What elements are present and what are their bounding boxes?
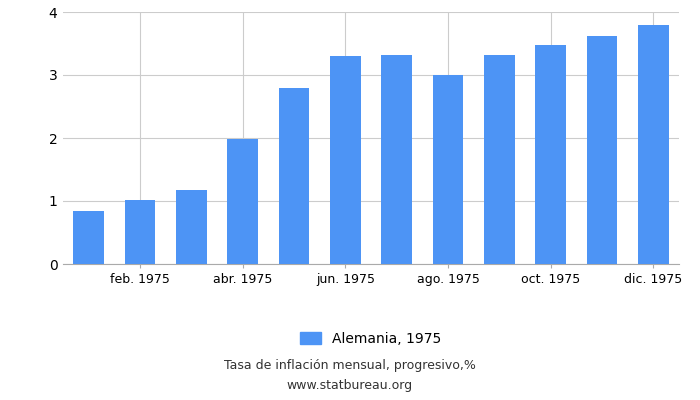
Bar <box>125 200 155 264</box>
Text: Tasa de inflación mensual, progresivo,%: Tasa de inflación mensual, progresivo,% <box>224 360 476 372</box>
Bar <box>330 56 360 264</box>
Bar <box>484 56 514 264</box>
Bar <box>433 75 463 264</box>
Bar <box>176 190 206 264</box>
Bar <box>382 56 412 264</box>
Bar <box>587 36 617 264</box>
Bar <box>279 88 309 264</box>
Bar <box>536 45 566 264</box>
Bar <box>228 139 258 264</box>
Text: www.statbureau.org: www.statbureau.org <box>287 380 413 392</box>
Bar <box>74 211 104 264</box>
Legend: Alemania, 1975: Alemania, 1975 <box>295 326 447 352</box>
Bar <box>638 25 668 264</box>
